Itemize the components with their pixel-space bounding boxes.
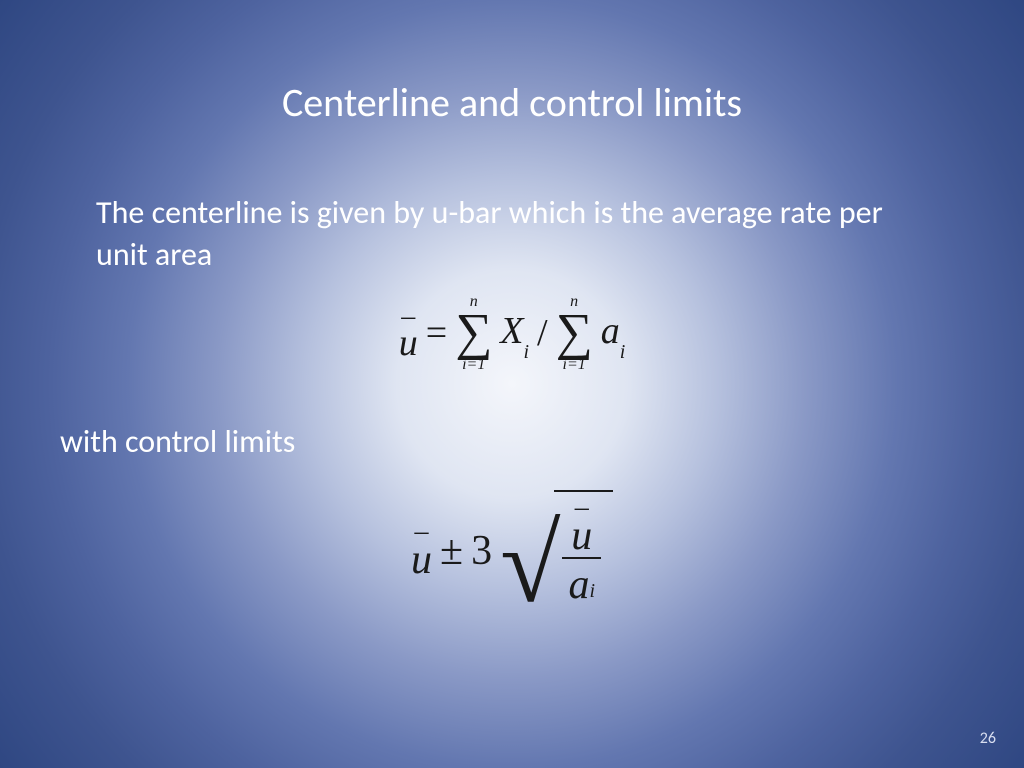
sum2-lower: i=1 xyxy=(563,357,586,373)
formula-2: – u ± 3 √ – u xyxy=(411,490,613,611)
plus-minus-sign: ± xyxy=(440,527,463,575)
radical-symbol: √ xyxy=(500,518,560,612)
fraction-denominator: ai xyxy=(562,559,601,611)
term-X: X xyxy=(500,310,523,352)
subscript-i: i xyxy=(620,341,626,363)
body-text-2: with control limits xyxy=(60,422,295,461)
formula-1-container: – u = n ∑ i=1 Xi / n ∑ i=1 ai xyxy=(0,294,1024,373)
u-bar-symbol: – u xyxy=(411,522,432,579)
sigma-symbol: ∑ xyxy=(455,310,492,357)
fraction: – u ai xyxy=(562,496,601,611)
presentation-slide: Centerline and control limits The center… xyxy=(0,0,1024,768)
sigma-symbol: ∑ xyxy=(556,310,593,357)
coefficient-3: 3 xyxy=(471,527,492,575)
sum1-term: Xi xyxy=(500,309,529,358)
subscript-i: i xyxy=(589,580,595,603)
variable-u: u xyxy=(399,326,418,360)
variable-u: u xyxy=(411,542,432,580)
sum1-lower: i=1 xyxy=(462,357,485,373)
term-a: a xyxy=(601,310,620,352)
body-text-1: The centerline is given by u-bar which i… xyxy=(96,192,928,275)
u-bar-symbol: – u xyxy=(399,307,418,361)
formula-2-container: – u ± 3 √ – u xyxy=(0,490,1024,611)
fraction-numerator: – u xyxy=(565,496,598,557)
formula-1: – u = n ∑ i=1 Xi / n ∑ i=1 ai xyxy=(399,294,626,373)
radicand: – u ai xyxy=(554,490,613,611)
summation-1: n ∑ i=1 xyxy=(455,294,492,373)
square-root: √ – u ai xyxy=(500,490,613,611)
equals-sign: = xyxy=(426,311,447,355)
sum2-term: ai xyxy=(601,309,626,358)
summation-2: n ∑ i=1 xyxy=(556,294,593,373)
divide-slash: / xyxy=(537,311,548,355)
variable-a: a xyxy=(568,561,589,609)
page-number: 26 xyxy=(980,729,996,748)
subscript-i: i xyxy=(523,341,529,363)
u-bar-symbol: – u xyxy=(571,498,592,555)
slide-title: Centerline and control limits xyxy=(0,78,1024,127)
variable-u: u xyxy=(571,518,592,556)
